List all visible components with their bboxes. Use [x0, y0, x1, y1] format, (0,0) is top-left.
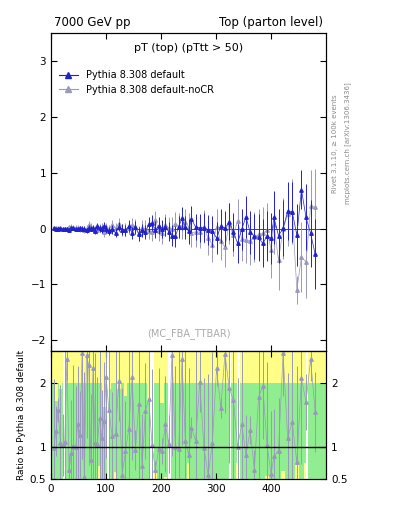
- Bar: [152, 351, 154, 479]
- Bar: [306, 351, 308, 479]
- Text: (MC_FBA_TTBAR): (MC_FBA_TTBAR): [147, 328, 230, 339]
- Bar: [237, 351, 240, 479]
- Y-axis label: Ratio to Pythia 8.308 default: Ratio to Pythia 8.308 default: [17, 350, 26, 480]
- Text: 7000 GeV pp: 7000 GeV pp: [54, 15, 130, 29]
- Bar: [168, 351, 171, 479]
- Bar: [108, 351, 110, 479]
- Bar: [149, 351, 152, 479]
- Legend: Pythia 8.308 default, Pythia 8.308 default-noCR: Pythia 8.308 default, Pythia 8.308 defau…: [59, 70, 214, 95]
- Bar: [229, 351, 231, 479]
- Text: Top (parton level): Top (parton level): [219, 15, 323, 29]
- Bar: [51, 351, 326, 383]
- Text: Rivet 3.1.10, ≥ 100k events: Rivet 3.1.10, ≥ 100k events: [332, 94, 338, 193]
- Text: pT (top) (pTtt > 50): pT (top) (pTtt > 50): [134, 43, 243, 53]
- Bar: [64, 351, 66, 479]
- Text: mcplots.cern.ch [arXiv:1306.3436]: mcplots.cern.ch [arXiv:1306.3436]: [344, 82, 351, 204]
